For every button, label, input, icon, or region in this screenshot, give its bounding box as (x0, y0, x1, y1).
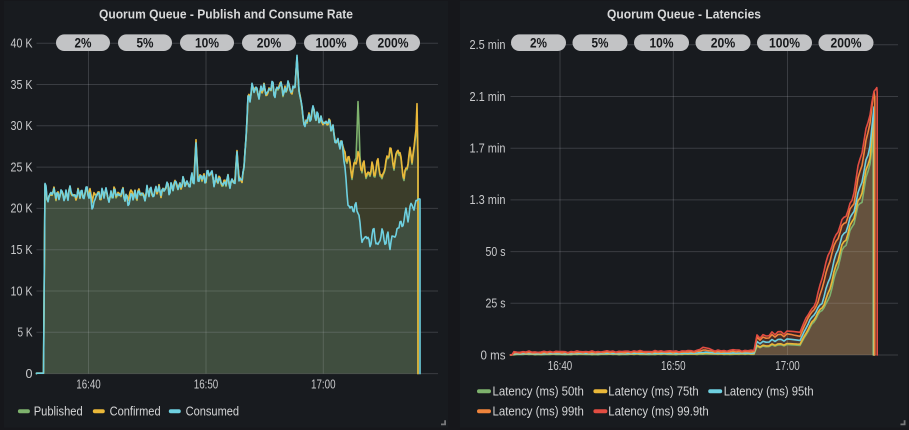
svg-text:10 K: 10 K (11, 284, 34, 298)
svg-text:17:00: 17:00 (775, 359, 800, 373)
svg-text:200%: 200% (831, 36, 862, 51)
svg-text:1.3 min: 1.3 min (470, 193, 506, 207)
svg-text:10%: 10% (195, 36, 219, 51)
svg-text:1.7 min: 1.7 min (470, 142, 506, 156)
svg-text:20%: 20% (257, 36, 282, 51)
svg-text:40 K: 40 K (11, 37, 34, 51)
svg-text:Latency (ms) 50th: Latency (ms) 50th (493, 384, 584, 399)
svg-text:10%: 10% (650, 36, 674, 51)
svg-text:20%: 20% (711, 36, 736, 51)
svg-text:100%: 100% (769, 36, 800, 51)
svg-text:15 K: 15 K (11, 243, 34, 257)
svg-text:200%: 200% (378, 36, 409, 51)
svg-text:Latency (ms) 75th: Latency (ms) 75th (608, 384, 698, 399)
svg-text:100%: 100% (316, 36, 347, 51)
svg-text:16:40: 16:40 (548, 359, 573, 373)
svg-text:Latency (ms) 95th: Latency (ms) 95th (724, 384, 814, 399)
svg-text:2%: 2% (75, 36, 92, 51)
svg-text:16:50: 16:50 (194, 377, 219, 391)
svg-text:16:50: 16:50 (661, 359, 686, 373)
svg-text:30 K: 30 K (11, 119, 34, 133)
svg-text:25 K: 25 K (11, 160, 34, 174)
svg-text:25 s: 25 s (486, 297, 506, 311)
svg-text:17:00: 17:00 (311, 377, 336, 391)
svg-text:5%: 5% (137, 36, 154, 51)
svg-text:2.1 min: 2.1 min (470, 90, 506, 104)
svg-text:Quorum Queue - Publish and Con: Quorum Queue - Publish and Consume Rate (99, 7, 353, 22)
svg-text:50 s: 50 s (486, 245, 506, 259)
svg-text:2.5 min: 2.5 min (470, 38, 506, 52)
svg-text:0: 0 (26, 367, 33, 381)
svg-text:2%: 2% (530, 36, 547, 51)
svg-text:0 ms: 0 ms (481, 348, 506, 362)
svg-text:Consumed: Consumed (186, 404, 240, 419)
svg-text:5 K: 5 K (18, 326, 34, 340)
svg-text:Quorum Queue - Latencies: Quorum Queue - Latencies (607, 7, 761, 22)
svg-text:20 K: 20 K (11, 202, 34, 216)
svg-text:Latency (ms) 99th: Latency (ms) 99th (493, 404, 584, 419)
svg-text:Latency (ms) 99.9th: Latency (ms) 99.9th (608, 404, 708, 419)
svg-text:16:40: 16:40 (76, 377, 101, 391)
svg-text:35 K: 35 K (11, 78, 34, 92)
svg-text:Confirmed: Confirmed (110, 404, 161, 419)
svg-text:5%: 5% (592, 36, 609, 51)
svg-text:Published: Published (34, 404, 83, 419)
